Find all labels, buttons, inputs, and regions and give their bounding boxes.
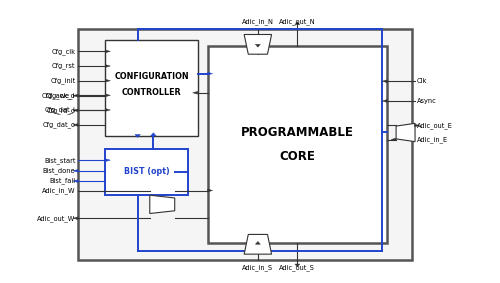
Polygon shape xyxy=(256,44,260,47)
Text: Cfg_init: Cfg_init xyxy=(50,77,76,84)
Polygon shape xyxy=(244,234,272,254)
Text: Clk: Clk xyxy=(417,78,428,84)
Text: Bist_done: Bist_done xyxy=(43,168,76,174)
Text: BIST (opt): BIST (opt) xyxy=(124,167,170,176)
Text: Cfg_dat_i: Cfg_dat_i xyxy=(44,107,76,113)
Polygon shape xyxy=(73,180,78,183)
Polygon shape xyxy=(208,72,212,75)
Polygon shape xyxy=(106,159,110,162)
Text: CORE: CORE xyxy=(280,150,316,163)
Polygon shape xyxy=(150,133,156,136)
Polygon shape xyxy=(106,50,110,53)
Polygon shape xyxy=(106,109,110,112)
Text: Adic_out_S: Adic_out_S xyxy=(280,264,316,271)
Text: Cfg_clk: Cfg_clk xyxy=(52,48,76,55)
Polygon shape xyxy=(73,217,78,220)
Polygon shape xyxy=(106,65,110,67)
Text: Adic_out_N: Adic_out_N xyxy=(279,18,316,25)
Polygon shape xyxy=(382,100,387,102)
Text: Cfg_rd_o: Cfg_rd_o xyxy=(46,107,76,114)
Text: Adic_in_S: Adic_in_S xyxy=(242,264,274,271)
Text: Adic_in_W: Adic_in_W xyxy=(42,187,76,194)
Polygon shape xyxy=(382,80,387,83)
Text: Bist_start: Bist_start xyxy=(44,157,76,164)
Bar xyxy=(208,46,387,243)
Polygon shape xyxy=(244,35,272,54)
Text: Cfg_dat_o: Cfg_dat_o xyxy=(42,122,76,128)
Bar xyxy=(106,40,198,136)
Bar xyxy=(106,149,188,195)
Polygon shape xyxy=(256,241,260,244)
Polygon shape xyxy=(295,22,300,25)
Text: Async: Async xyxy=(417,98,437,104)
Text: PROGRAMMABLE: PROGRAMMABLE xyxy=(241,126,354,139)
Polygon shape xyxy=(73,94,78,97)
Text: Adic_in_N: Adic_in_N xyxy=(242,18,274,25)
Text: Cfg_we_i: Cfg_we_i xyxy=(46,92,76,99)
Polygon shape xyxy=(73,170,78,172)
Text: Adic_out_E: Adic_out_E xyxy=(417,122,453,129)
Text: Cfg_ack_o: Cfg_ack_o xyxy=(42,92,76,99)
Text: Adic_in_E: Adic_in_E xyxy=(417,136,448,143)
Text: Adic_out_W: Adic_out_W xyxy=(37,215,76,222)
Polygon shape xyxy=(192,91,198,94)
Text: Cfg_rst: Cfg_rst xyxy=(52,63,76,69)
Polygon shape xyxy=(208,189,212,192)
Polygon shape xyxy=(73,124,78,126)
Polygon shape xyxy=(391,138,396,141)
Text: Bist_fail: Bist_fail xyxy=(50,178,76,185)
Bar xyxy=(78,29,412,260)
Text: CONTROLLER: CONTROLLER xyxy=(122,88,182,97)
Polygon shape xyxy=(396,123,415,142)
Text: CONFIGURATION: CONFIGURATION xyxy=(114,72,189,81)
Polygon shape xyxy=(414,124,420,127)
Polygon shape xyxy=(106,79,110,82)
Polygon shape xyxy=(150,195,174,213)
Polygon shape xyxy=(106,94,110,97)
Polygon shape xyxy=(73,109,78,112)
Polygon shape xyxy=(135,134,140,138)
Polygon shape xyxy=(295,264,300,267)
